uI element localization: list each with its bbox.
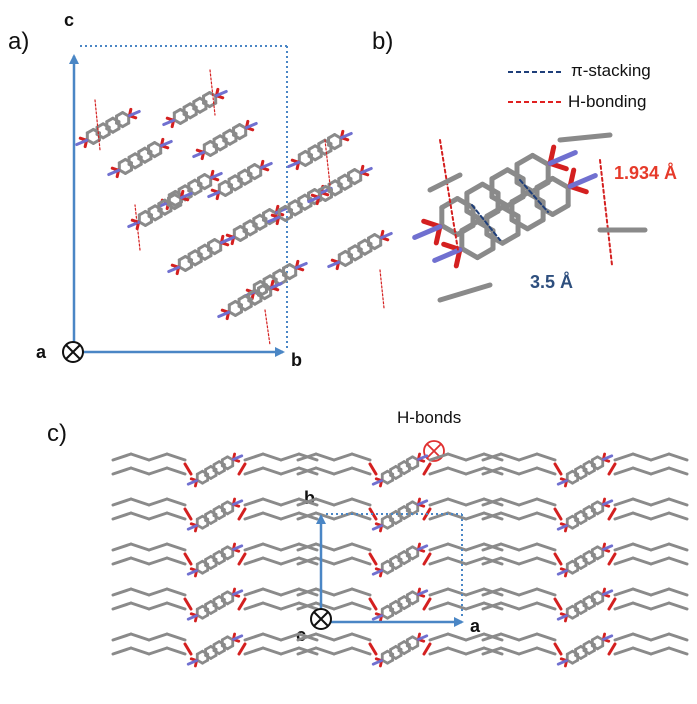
panel-c-axis-a: a [470,616,481,636]
stacking-distance-label: 3.5 Å [530,272,574,292]
hbond-distance-label: 1.934 Å [614,163,678,183]
panel-a-unit-cell [62,45,288,363]
view-direction-c-symbol [310,608,332,630]
panel-c-unit-cell [310,513,464,630]
legend-h-bonding: H-bonding [568,92,647,111]
view-direction-a-symbol [62,341,84,363]
panel-c-title: H-bonds [397,408,462,427]
panel-c-axis-b: b [304,488,315,508]
panel-c-label: c) [47,420,67,447]
panel-a-axis-b: b [291,350,302,370]
panel-b-dimer [412,132,648,303]
panel-b-legend-lines [508,71,563,103]
panel-a-axis-c: c [64,10,75,30]
panel-c-packing [111,452,689,668]
panel-a-label: a) [8,28,30,55]
panel-a-axis-a: a [36,342,47,362]
panel-a-molecules [75,69,393,346]
panel-b-label: b) [372,28,394,55]
legend-pi-stacking: π-stacking [571,61,651,80]
